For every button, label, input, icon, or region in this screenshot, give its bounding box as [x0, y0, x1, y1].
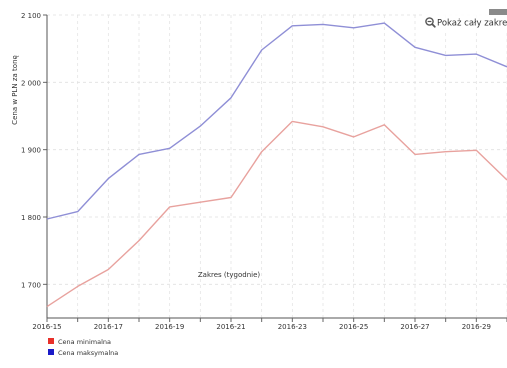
data-point: [261, 151, 263, 153]
data-point: [353, 27, 355, 29]
data-point: [445, 151, 447, 153]
legend: Cena minimalna Cena maksymalna: [48, 338, 118, 357]
series: [46, 22, 507, 308]
data-point: [322, 23, 324, 25]
data-point: [230, 196, 232, 198]
zoom-reset-button[interactable]: Pokaż cały zakres: [422, 14, 507, 30]
magnifier-minus-icon: [425, 17, 436, 28]
data-point: [107, 269, 109, 271]
data-point: [383, 22, 385, 24]
zoom-reset-label: Pokaż cały zakres: [437, 19, 507, 29]
x-tick-label: 2016-17: [94, 323, 123, 331]
data-point: [169, 147, 171, 149]
data-point: [322, 126, 324, 128]
data-point: [475, 149, 477, 151]
y-tick-label: 1 900: [21, 147, 41, 155]
y-tick-label: 1 800: [21, 214, 41, 222]
data-point: [230, 97, 232, 99]
zoom-reset-background: [422, 14, 507, 30]
legend-label: Cena minimalna: [58, 338, 111, 346]
x-axis-label: Zakres (tygodnie): [198, 271, 261, 279]
x-tick-label: 2016-19: [155, 323, 184, 331]
y-tick-label: 2 100: [21, 12, 41, 20]
y-tick-label: 1 700: [21, 281, 41, 289]
data-point: [199, 201, 201, 203]
data-point: [261, 49, 263, 51]
x-tick-label: 2016-21: [216, 323, 245, 331]
data-point: [414, 153, 416, 155]
data-point: [445, 54, 447, 56]
x-tick-label: 2016-27: [400, 323, 429, 331]
series-line: [46, 22, 507, 220]
data-point: [46, 218, 48, 220]
data-point: [107, 178, 109, 180]
x-tick-label: 2016-15: [32, 323, 61, 331]
data-point: [291, 25, 293, 27]
grid: [46, 14, 507, 318]
legend-swatch: [48, 338, 54, 344]
x-tick-label: 2016-29: [462, 323, 491, 331]
data-point: [475, 53, 477, 55]
y-axis-label: Cena w PLN za tonę: [11, 55, 19, 125]
data-point: [291, 120, 293, 122]
scrollbar-handle[interactable]: [489, 9, 507, 15]
data-point: [138, 153, 140, 155]
data-point: [414, 46, 416, 48]
series-line: [46, 120, 507, 308]
x-tick-label: 2016-25: [339, 323, 368, 331]
data-point: [77, 211, 79, 213]
data-point: [383, 124, 385, 126]
axes: 1 700 1 800 1 900 2 000 2 100 2016-15 2016-17 2…: [21, 12, 507, 331]
legend-label: Cena maksymalna: [58, 349, 118, 357]
data-point: [353, 136, 355, 138]
legend-swatch: [48, 349, 54, 355]
x-tick-label: 2016-23: [278, 323, 307, 331]
data-point: [77, 285, 79, 287]
data-point: [138, 240, 140, 242]
y-tick-label: 2 000: [21, 79, 41, 87]
data-point: [169, 206, 171, 208]
data-point: [46, 306, 48, 308]
data-point: [199, 125, 201, 127]
